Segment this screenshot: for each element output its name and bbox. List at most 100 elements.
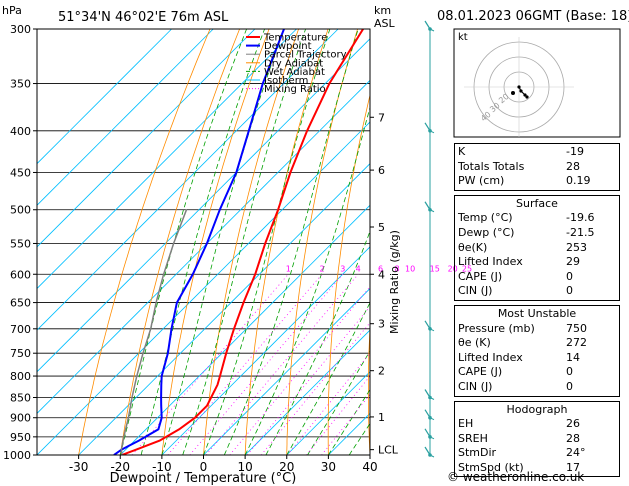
- height-tick-label: 6: [378, 164, 385, 177]
- hodograph-point: [517, 85, 521, 89]
- hodograph_table-row: EH 26: [458, 417, 616, 432]
- mixing-ratio-line: [246, 306, 370, 455]
- indices-label: Totals Totals: [458, 159, 525, 173]
- temperature-tick-label: -10: [152, 460, 172, 474]
- y-axis-label-right: Mixing Ratio (g/kg): [388, 230, 401, 334]
- mixing-ratio-label: 6: [378, 264, 383, 273]
- temperature-profile: [121, 29, 364, 455]
- mixing-ratio-label: 8: [394, 264, 399, 273]
- most_unstable-value: 272: [566, 336, 587, 350]
- legend-label: Temperature: [263, 33, 327, 44]
- legend-label: Dewpoint: [264, 41, 312, 52]
- indices-box: K -19 Totals Totals 28 PW (cm) 0.19: [454, 143, 620, 191]
- most-unstable-box: Most Unstable Pressure (mb) 750 θe (K) 272 L…: [454, 304, 620, 397]
- surface-value: 29: [566, 255, 580, 269]
- hodograph-title: Hodograph: [506, 402, 568, 416]
- wind-barb: [424, 409, 435, 421]
- indices-row: K -19: [458, 145, 616, 160]
- pressure-tick-label: 950: [10, 431, 31, 444]
- surface-label: θe(K): [458, 240, 488, 254]
- isotherm-line: [286, 371, 370, 455]
- most_unstable-row: Lifted Index 14: [458, 351, 616, 366]
- height-tick-label: 4: [378, 268, 385, 281]
- indices-value: -19: [566, 145, 584, 158]
- surface-box: Surface Temp (°C) -19.6 Dewp (°C) -21.5 θe(K…: [454, 194, 620, 301]
- surface-value: 253: [566, 240, 587, 254]
- wind-barb: [424, 428, 435, 440]
- wind-barb: [424, 201, 435, 213]
- datetime-title: 08.01.2023 06GMT (Base: 18): [437, 9, 629, 24]
- surface-row: CIN (J) 0: [458, 284, 616, 299]
- surface-label: CIN (J): [458, 284, 493, 298]
- temperature-tick-label: 10: [237, 460, 252, 474]
- hodograph-unit-label: kt: [458, 32, 468, 43]
- pressure-tick-label: 600: [10, 268, 31, 281]
- temperature-tick-label: 20: [279, 460, 294, 474]
- hodograph_table-row: StmDir 24°: [458, 446, 616, 461]
- pressure-tick-label: 800: [10, 370, 31, 383]
- pressure-tick-label: 900: [10, 412, 31, 425]
- pressure-axis: 300 350 400 450 500 550 600 650 700 750 800 850 900 9…: [3, 23, 37, 462]
- temperature-tick-label: 0: [200, 460, 208, 474]
- mixing-ratio-label: 1: [286, 264, 291, 273]
- mixing-ratio-line: [167, 274, 323, 455]
- hodograph_table-value: 17: [566, 460, 580, 474]
- surface-row: CAPE (J) 0: [458, 270, 616, 285]
- wind-barb: [424, 446, 435, 458]
- dry-adiabat-line: [78, 29, 211, 455]
- indices-panel: K -19 Totals Totals 28 PW (cm) 0.19 Surface T…: [454, 143, 620, 481]
- parcel-trajectory-profile: [120, 209, 188, 455]
- surface-label: CAPE (J): [458, 269, 503, 283]
- surface-value: -19.6: [566, 211, 595, 225]
- hodograph-point: [523, 93, 527, 97]
- km-label: km: [374, 4, 391, 17]
- location-title: 51°34'N 46°02'E 76m ASL: [58, 10, 229, 25]
- diagram-grid: [37, 29, 370, 455]
- isotherm-line: [244, 329, 370, 455]
- pressure-tick-label: 650: [10, 297, 31, 310]
- surface-value: -21.5: [566, 225, 595, 239]
- indices-row: PW (cm) 0.19: [458, 174, 616, 189]
- mixing-ratio-line: [131, 274, 289, 455]
- isotherm-line: [37, 79, 370, 414]
- dry-adiabat-line: [161, 29, 270, 455]
- surface-row: Dewp (°C) -21.5: [458, 226, 616, 241]
- hodograph-frame: [453, 28, 621, 138]
- mixing-ratio-label: 10: [405, 264, 415, 273]
- height-tick-label: 7: [378, 111, 385, 124]
- most_unstable-label: θe (K): [458, 336, 491, 350]
- most_unstable-value: 0: [566, 365, 573, 379]
- surface-value: 0: [566, 269, 573, 283]
- pressure-tick-label: 500: [10, 204, 31, 217]
- mixing-ratio-labels: 1 2 3 4 6 8 10 15 20 25: [286, 264, 472, 273]
- hodograph_table-value: 26: [566, 417, 580, 431]
- legend-label: Wet Adiabat: [264, 67, 325, 78]
- wet-adiabat-line: [328, 388, 370, 455]
- hodograph-box: Hodograph EH 26 SREH 28 StmDir 24° StmSpd (kt)…: [454, 400, 620, 478]
- hodograph_table-value: 28: [566, 431, 580, 445]
- dry-adiabat-line: [327, 93, 370, 455]
- isotherm-line: [119, 204, 370, 455]
- indices-label: K: [458, 145, 466, 158]
- dewpoint-profile: [113, 29, 285, 455]
- mixing-ratio-label: 2: [319, 264, 324, 273]
- pressure-tick-label: 450: [10, 166, 31, 179]
- pressure-tick-label: 850: [10, 391, 31, 404]
- most_unstable-label: Lifted Index: [458, 350, 523, 364]
- legend-label: Isotherm: [264, 76, 308, 87]
- mixing-ratio-line: [189, 274, 344, 455]
- most_unstable-row: Pressure (mb) 750: [458, 322, 616, 337]
- pressure-tick-label: 400: [10, 125, 31, 138]
- isotherm-line: [37, 29, 214, 206]
- height-tick-label: 1: [378, 411, 385, 424]
- hodograph_table-label: EH: [458, 417, 474, 431]
- surface-label: Lifted Index: [458, 255, 523, 269]
- temperature-tick-label: 40: [362, 460, 377, 474]
- most_unstable-row: CIN (J) 0: [458, 380, 616, 395]
- hodograph_table-label: SREH: [458, 431, 488, 445]
- wet-adiabat-line: [140, 29, 265, 455]
- temperature-tick-label: -30: [69, 460, 89, 474]
- wind-barb: [424, 122, 435, 134]
- dry-adiabat-line: [368, 320, 370, 455]
